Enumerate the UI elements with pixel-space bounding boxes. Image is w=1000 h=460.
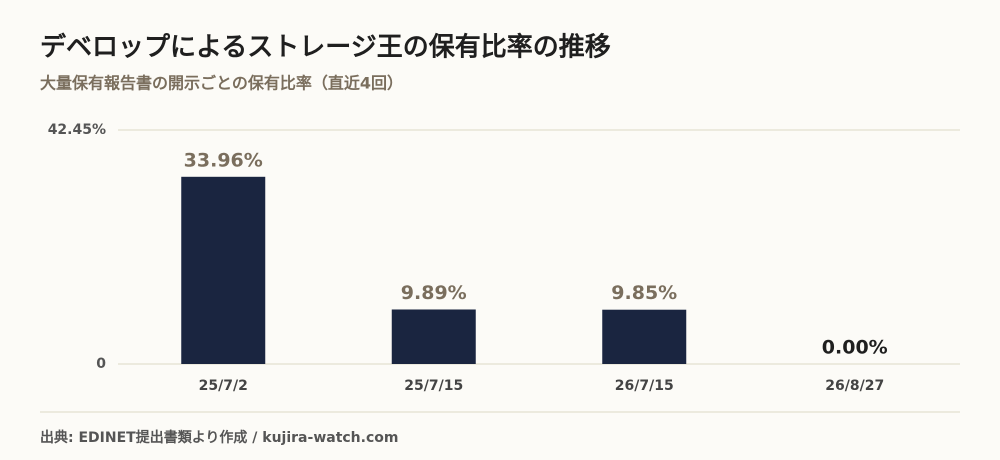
x-tick-label: 26/8/27 xyxy=(825,378,884,394)
value-label: 33.96% xyxy=(184,149,263,171)
source-note: 出典: EDINET提出書類より作成 / kujira-watch.com xyxy=(40,429,398,446)
value-label: 9.85% xyxy=(611,282,677,304)
x-tick-label: 25/7/15 xyxy=(404,378,463,394)
y-tick-label: 42.45% xyxy=(48,122,106,138)
value-label: 9.89% xyxy=(401,282,467,304)
bar xyxy=(181,176,266,364)
x-tick-label: 25/7/2 xyxy=(199,378,248,394)
chart-subtitle: 大量保有報告書の開示ごとの保有比率（直近4回） xyxy=(40,74,403,93)
bar xyxy=(391,309,476,364)
bar xyxy=(602,309,687,364)
value-label: 0.00% xyxy=(822,337,888,359)
chart-title: デベロップによるストレージ王の保有比率の推移 xyxy=(40,32,611,63)
y-tick-label: 0 xyxy=(96,356,106,372)
x-tick-label: 26/7/15 xyxy=(615,378,674,394)
